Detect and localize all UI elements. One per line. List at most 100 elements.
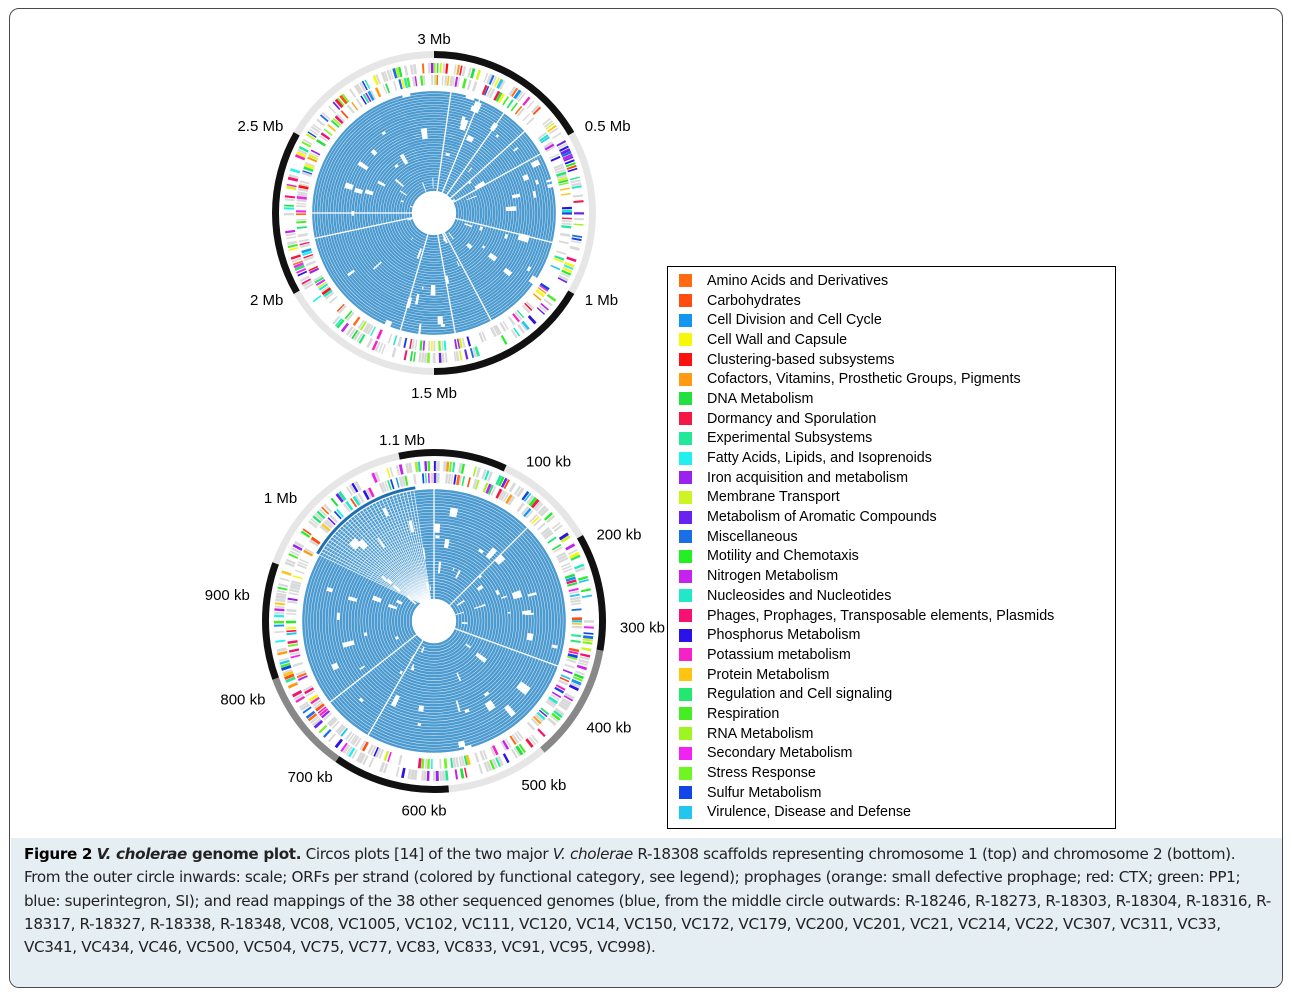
orf-tick bbox=[471, 347, 478, 358]
scale-label: 400 kb bbox=[586, 720, 631, 737]
orf-tick bbox=[556, 140, 567, 147]
mapping-gap bbox=[349, 538, 361, 550]
orf-tick bbox=[366, 324, 374, 335]
orf-tick bbox=[445, 473, 449, 484]
orf-tick bbox=[411, 76, 416, 87]
orf-tick bbox=[539, 134, 549, 142]
orf-tick bbox=[287, 643, 299, 647]
mapping-gap bbox=[466, 134, 475, 143]
orf-tick bbox=[558, 182, 569, 186]
orf-tick bbox=[465, 754, 471, 766]
legend-label: Regulation and Cell signaling bbox=[707, 686, 893, 703]
center-hole bbox=[412, 191, 456, 235]
orf-tick bbox=[521, 304, 531, 314]
orf-tick bbox=[331, 720, 340, 730]
superintegron-line bbox=[385, 498, 429, 600]
orf-tick bbox=[535, 503, 544, 512]
orf-tick bbox=[337, 304, 347, 314]
legend-label: Dormancy and Sporulation bbox=[707, 410, 877, 427]
orf-tick bbox=[321, 710, 331, 719]
orf-tick bbox=[494, 324, 502, 335]
orf-tick bbox=[325, 518, 335, 528]
orf-tick bbox=[307, 713, 318, 722]
mapping-gap bbox=[445, 152, 451, 157]
legend-item: Protein Metabolism bbox=[679, 665, 1115, 685]
orf-tick bbox=[427, 461, 431, 472]
orf-tick bbox=[286, 620, 297, 624]
orf-tick bbox=[327, 716, 336, 725]
orf-tick bbox=[319, 114, 329, 123]
orf-tick bbox=[577, 661, 588, 667]
orf-tick bbox=[417, 758, 422, 769]
orf-tick bbox=[318, 283, 329, 291]
orf-tick bbox=[431, 75, 434, 86]
orf-tick bbox=[281, 665, 292, 671]
orf-tick bbox=[421, 758, 425, 769]
orf-tick bbox=[459, 65, 463, 76]
mapping-gap bbox=[433, 523, 441, 533]
orf-tick bbox=[517, 92, 526, 102]
orf-tick bbox=[456, 474, 461, 486]
orf-tick bbox=[542, 117, 551, 126]
orf-tick bbox=[384, 481, 390, 491]
orf-tick bbox=[488, 74, 495, 85]
orf-tick bbox=[460, 463, 465, 474]
orf-tick bbox=[406, 77, 411, 88]
orf-tick bbox=[441, 352, 445, 363]
orf-tick bbox=[569, 590, 580, 595]
orf-tick bbox=[299, 558, 309, 564]
orf-tick bbox=[387, 751, 392, 762]
orf-tick bbox=[562, 567, 573, 573]
mapping-gap bbox=[528, 275, 538, 285]
orf-tick bbox=[570, 596, 581, 601]
orf-tick bbox=[443, 461, 447, 472]
orf-tick bbox=[489, 746, 496, 757]
orf-tick bbox=[422, 340, 426, 351]
orf-tick bbox=[567, 655, 578, 661]
orf-tick bbox=[430, 63, 434, 74]
legend-label: Membrane Transport bbox=[707, 489, 840, 506]
mapping-gap-line bbox=[455, 217, 553, 244]
orf-tick bbox=[566, 256, 577, 263]
orf-tick bbox=[540, 707, 550, 716]
orf-tick bbox=[512, 313, 521, 323]
scale-label: 1 Mb bbox=[264, 490, 297, 507]
scale-label: 500 kb bbox=[521, 777, 566, 794]
orf-tick bbox=[381, 343, 386, 354]
orf-tick bbox=[556, 174, 568, 180]
orf-tick bbox=[502, 96, 509, 106]
orf-tick bbox=[299, 180, 310, 185]
orf-tick bbox=[284, 204, 295, 207]
orf-tick bbox=[537, 522, 546, 531]
orf-tick bbox=[275, 598, 286, 603]
orf-tick bbox=[298, 185, 309, 190]
orf-tick bbox=[508, 86, 517, 96]
mapping-gap bbox=[420, 128, 428, 140]
orf-tick bbox=[316, 118, 326, 127]
mapping-gap bbox=[464, 708, 470, 714]
orf-tick bbox=[274, 608, 285, 612]
mapping-gap bbox=[507, 611, 511, 614]
orf-tick bbox=[319, 135, 329, 143]
orf-tick bbox=[320, 285, 330, 293]
orf-tick bbox=[286, 612, 297, 615]
mapping-gap-line bbox=[314, 216, 413, 240]
orf-tick bbox=[523, 508, 532, 518]
orf-tick bbox=[478, 332, 485, 343]
orf-tick bbox=[561, 206, 572, 210]
orf-tick bbox=[305, 690, 316, 697]
orf-tick bbox=[302, 706, 312, 714]
orf-tick bbox=[371, 472, 378, 483]
mapping-gap bbox=[511, 193, 521, 199]
superintegron-line bbox=[365, 507, 427, 601]
superintegron-line bbox=[381, 499, 429, 601]
orf-tick bbox=[403, 337, 408, 348]
orf-tick bbox=[474, 479, 480, 490]
orf-tick bbox=[441, 75, 444, 86]
legend-swatch bbox=[679, 569, 692, 583]
orf-tick bbox=[516, 309, 525, 319]
orf-tick bbox=[506, 99, 514, 109]
orf-tick bbox=[458, 475, 463, 486]
orf-tick bbox=[413, 474, 417, 485]
superintegron-line bbox=[334, 533, 424, 603]
